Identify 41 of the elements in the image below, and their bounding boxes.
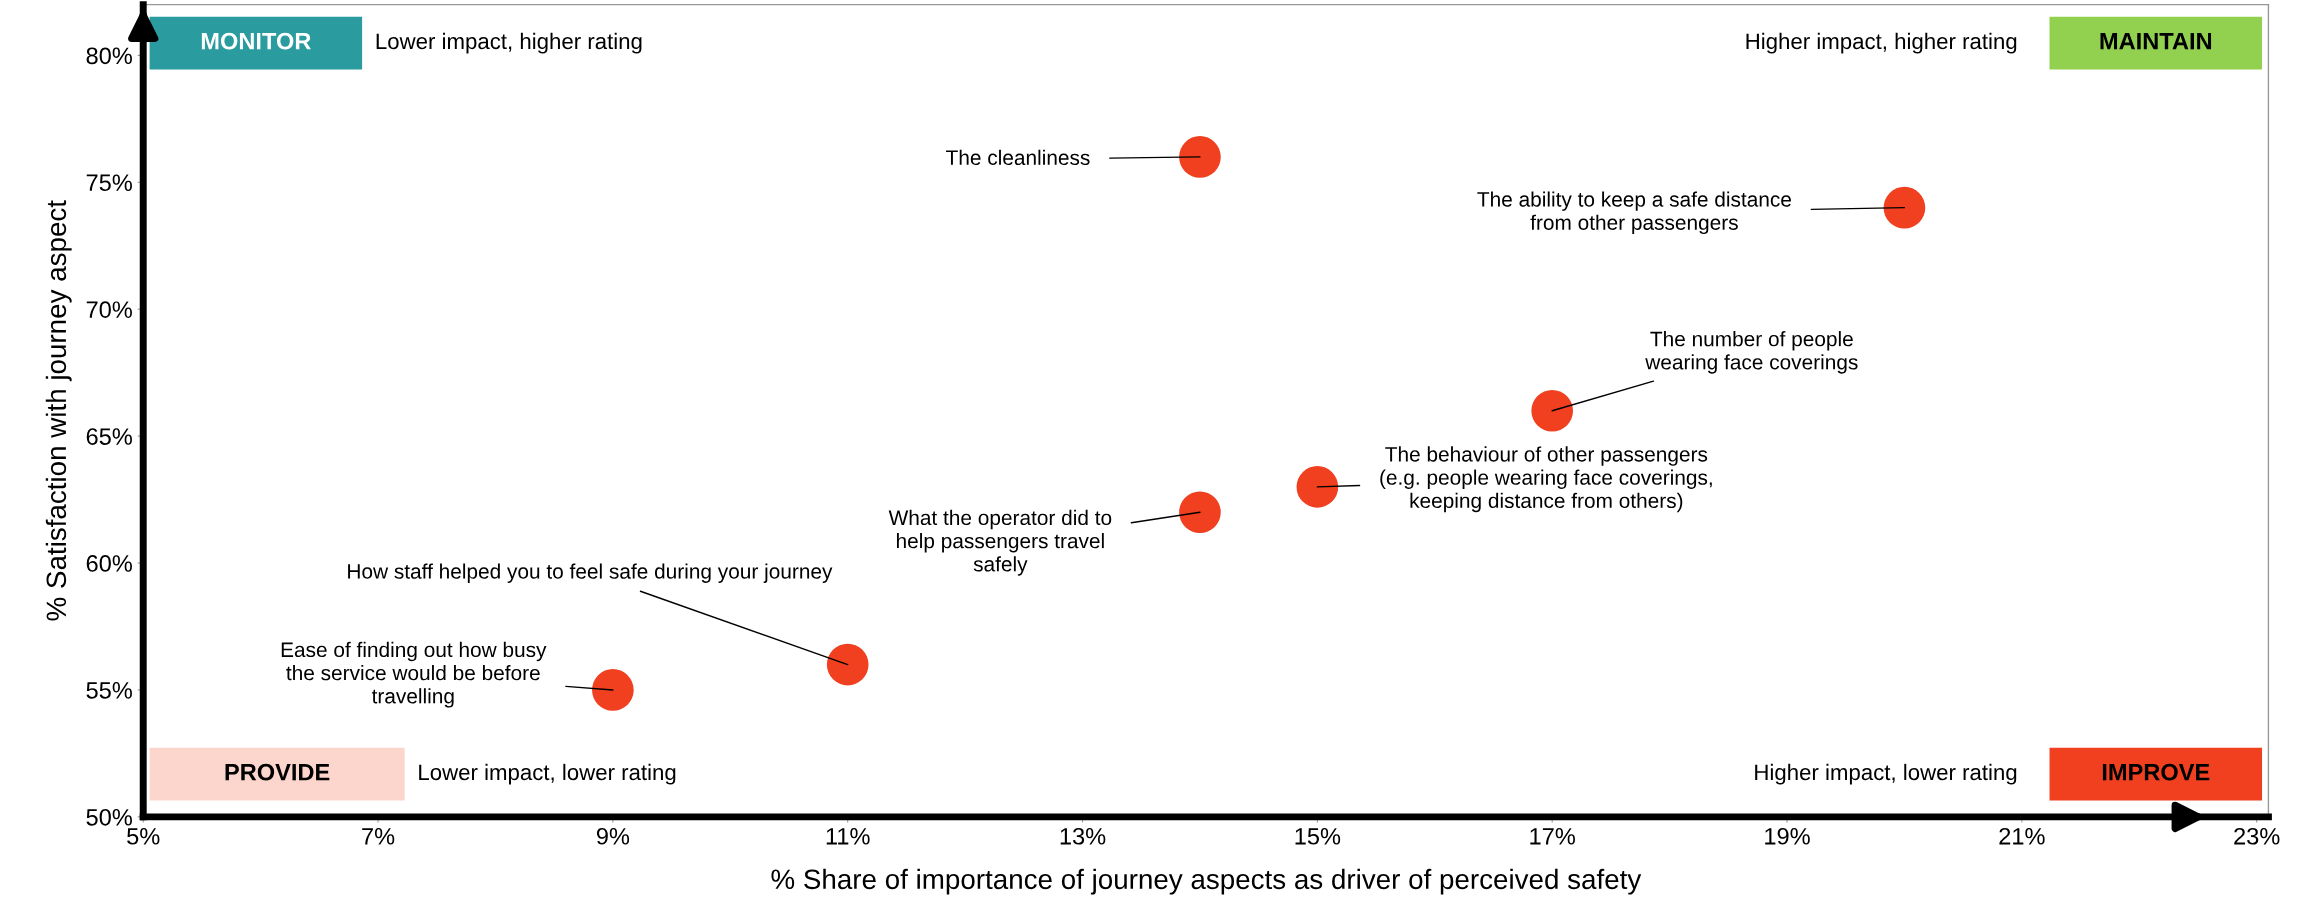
annotation: IMPROVE <box>2102 763 2210 781</box>
x-tick-label: 9% <box>596 827 630 845</box>
point <box>1179 136 1221 178</box>
annotation: How staff helped you to feel safe during your journey <box>348 563 833 583</box>
y-tick-label: 65% <box>86 428 132 445</box>
annotation: Lower impact, lower rating <box>419 763 676 785</box>
x-tick-label: 5% <box>127 828 160 845</box>
point <box>1883 186 1926 229</box>
point <box>1296 466 1339 508</box>
x-axis-title: % Share of importance of journey aspects as driver of perceived safety <box>771 868 1642 895</box>
x-tick-label: 23% <box>2234 827 2280 845</box>
x-tick-label: 21% <box>1999 827 2045 845</box>
y-tick-label: 50% <box>86 808 132 826</box>
y-tick-label: 60% <box>86 555 132 572</box>
annotation: Higher impact, lower rating <box>1755 763 2017 785</box>
x-tick-label: 11% <box>826 828 870 845</box>
point <box>1179 491 1221 534</box>
annotation: Lower impact, higher rating <box>376 32 642 54</box>
point <box>1531 389 1574 432</box>
annotation: PROVIDE <box>225 763 330 781</box>
point <box>592 669 634 711</box>
point <box>826 643 869 686</box>
x-tick-label: 13% <box>1060 827 1106 845</box>
annotation: Ease of finding out how busy the service would be before travelling <box>281 641 547 708</box>
x-tick-label: 17% <box>1530 828 1575 845</box>
y-tick-label: 75% <box>86 174 132 192</box>
annotation: MONITOR <box>201 32 311 50</box>
x-tick-label: 7% <box>362 828 395 845</box>
annotation: Higher impact, higher rating <box>1746 32 2017 54</box>
y-axis-title: % Satisfaction with journey aspect <box>45 200 72 621</box>
annotation: The cleanliness <box>946 149 1090 166</box>
annotation: What the operator did to help passengers travel safely <box>888 509 1112 576</box>
x-tick-label: 19% <box>1765 827 1810 845</box>
y-tick-label: 80% <box>86 47 132 65</box>
annotation: The ability to keep a safe distance from other passengers <box>1477 191 1791 235</box>
annotation: The number of people wearing face coverings <box>1645 331 1858 374</box>
y-tick-label: 70% <box>86 301 132 318</box>
y-tick-label: 55% <box>86 682 132 699</box>
annotation: MAINTAIN <box>2100 33 2212 50</box>
annotation: The behaviour of other passengers (e.g. people wearing face coverings, keeping distance from others) <box>1380 446 1712 513</box>
x-tick-label: 15% <box>1295 828 1341 845</box>
